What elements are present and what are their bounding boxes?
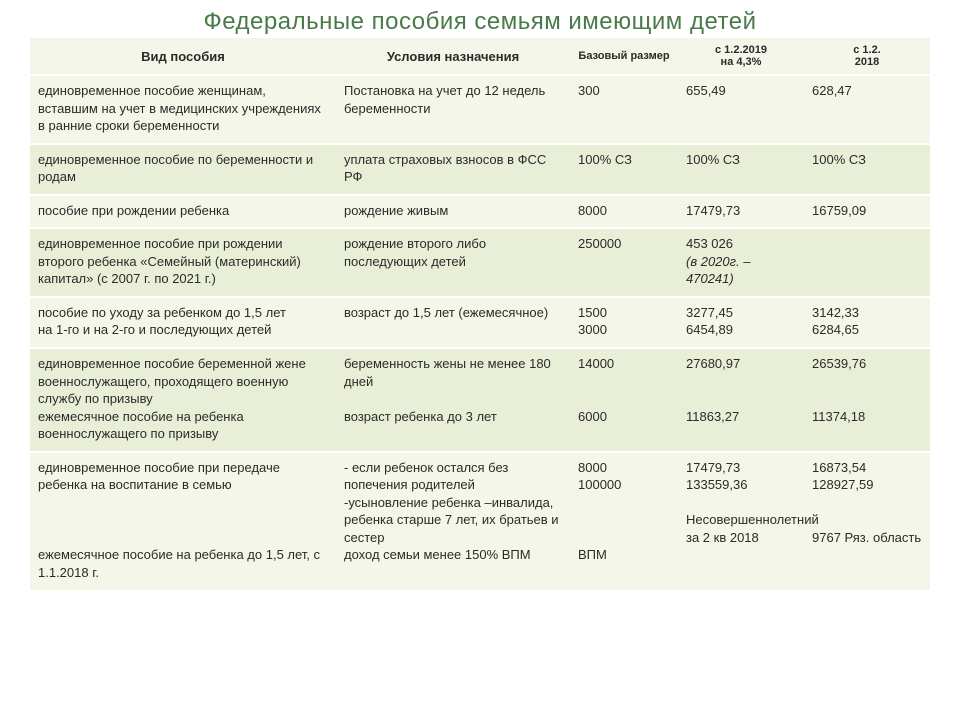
- cell-cond: беременность жены не менее 180 дней возр…: [336, 348, 570, 452]
- cell-2018: 26539,76 11374,18: [804, 348, 930, 452]
- cell-2018: 16873,54 128927,59 9767 Ряз. область: [804, 452, 930, 591]
- header-row: Вид пособия Условия назначения Базовый р…: [30, 38, 930, 75]
- cell-cond: уплата страховых взносов в ФСС РФ: [336, 144, 570, 195]
- cell-type: единовременное пособие при передаче ребе…: [30, 452, 336, 591]
- cell-2019: 3277,45 6454,89: [678, 297, 804, 348]
- cell-2018: 100% СЗ: [804, 144, 930, 195]
- table-row: единовременное пособие при рождении втор…: [30, 228, 930, 297]
- col-base: Базовый размер: [570, 38, 678, 75]
- cell-2019: 17479,73 133559,36 Несовершеннолетний за…: [678, 452, 804, 591]
- cell-type: единовременное пособие при рождении втор…: [30, 228, 336, 297]
- benefits-table: Вид пособия Условия назначения Базовый р…: [30, 38, 930, 592]
- cell-type: единовременное пособие по беременности и…: [30, 144, 336, 195]
- cell-2019: 655,49: [678, 75, 804, 144]
- col-2018: с 1.2. 2018: [804, 38, 930, 75]
- cell-base: 14000 6000: [570, 348, 678, 452]
- col-type: Вид пособия: [30, 38, 336, 75]
- table-row: единовременное пособие беременной жене в…: [30, 348, 930, 452]
- cell-2019: 453 026 (в 2020г. – 470241): [678, 228, 804, 297]
- cell-2018: [804, 228, 930, 297]
- cell-base: 8000 100000 ВПМ: [570, 452, 678, 591]
- table-row: единовременное пособие по беременности и…: [30, 144, 930, 195]
- col-conditions: Условия назначения: [336, 38, 570, 75]
- cell-2018: 628,47: [804, 75, 930, 144]
- cell-type: пособие по уходу за ребенком до 1,5 лет …: [30, 297, 336, 348]
- cell-2019-main: 453 026: [686, 236, 733, 251]
- slide-title: Федеральные пособия семьям имеющим детей: [30, 8, 930, 36]
- cell-base: 300: [570, 75, 678, 144]
- cell-cond: Постановка на учет до 12 недель беременн…: [336, 75, 570, 144]
- table-row: пособие при рождении ребенка рождение жи…: [30, 195, 930, 229]
- cell-2019: 100% СЗ: [678, 144, 804, 195]
- cell-type: единовременное пособие женщинам, вставши…: [30, 75, 336, 144]
- cell-2018: 16759,09: [804, 195, 930, 229]
- cell-type: пособие при рождении ребенка: [30, 195, 336, 229]
- table-row: единовременное пособие при передаче ребе…: [30, 452, 930, 591]
- table-row: пособие по уходу за ребенком до 1,5 лет …: [30, 297, 930, 348]
- col-2019: с 1.2.2019 на 4,3%: [678, 38, 804, 75]
- table-row: единовременное пособие женщинам, вставши…: [30, 75, 930, 144]
- cell-2019: 27680,97 11863,27: [678, 348, 804, 452]
- cell-base: 8000: [570, 195, 678, 229]
- cell-base: 250000: [570, 228, 678, 297]
- cell-base: 100% СЗ: [570, 144, 678, 195]
- cell-cond: рождение второго либо последующих детей: [336, 228, 570, 297]
- cell-2019: 17479,73: [678, 195, 804, 229]
- cell-2019-note: (в 2020г. – 470241): [686, 254, 751, 287]
- cell-base: 1500 3000: [570, 297, 678, 348]
- cell-cond: - если ребенок остался без попечения род…: [336, 452, 570, 591]
- cell-2018: 3142,33 6284,65: [804, 297, 930, 348]
- slide-container: Федеральные пособия семьям имеющим детей…: [0, 0, 960, 720]
- cell-cond: рождение живым: [336, 195, 570, 229]
- cell-cond: возраст до 1,5 лет (ежемесячное): [336, 297, 570, 348]
- cell-type: единовременное пособие беременной жене в…: [30, 348, 336, 452]
